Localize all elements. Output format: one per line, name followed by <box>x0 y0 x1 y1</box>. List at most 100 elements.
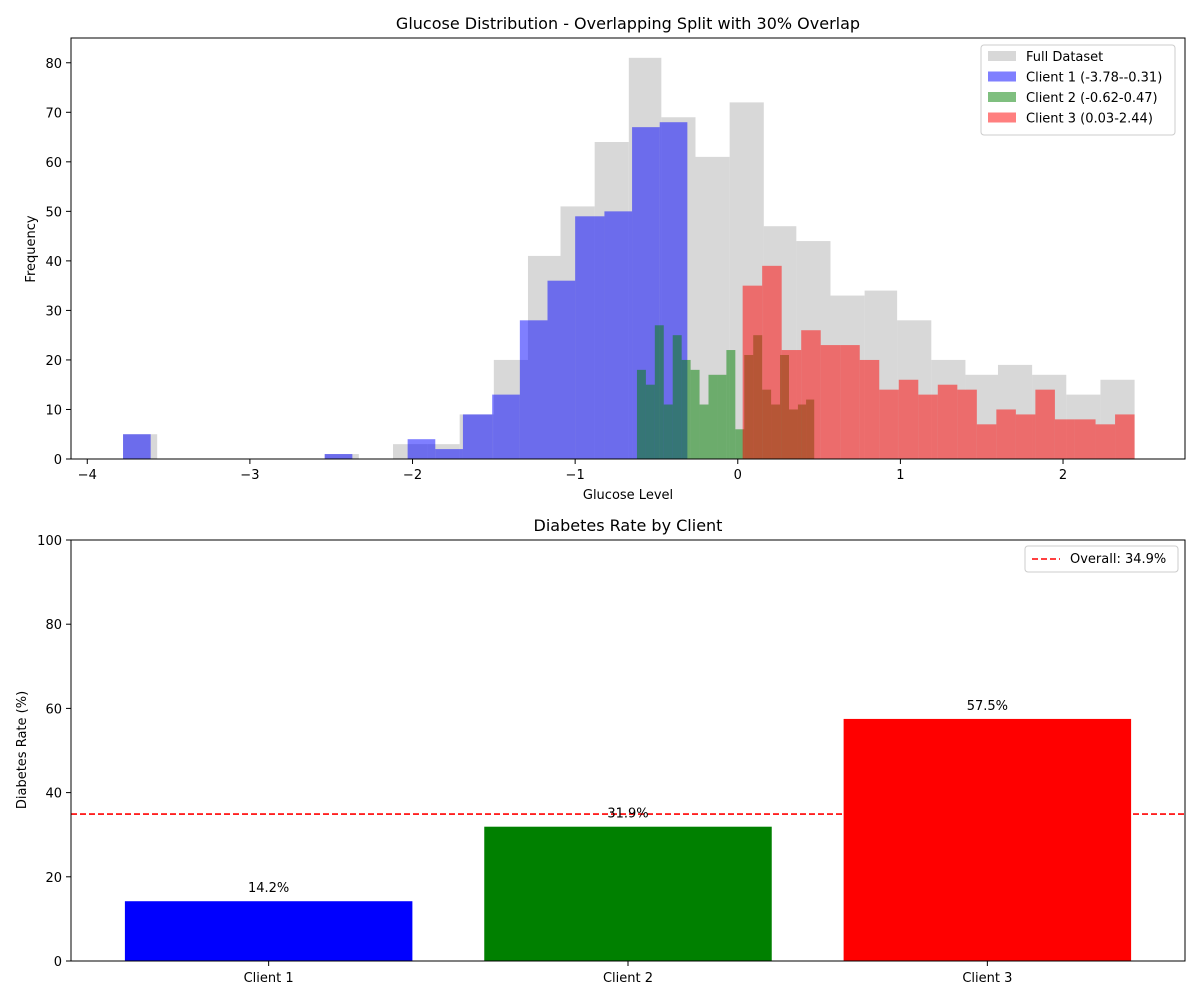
bar-chart-x-ticks: Client 1 Client 2 Client 3 <box>244 961 1012 986</box>
histogram-legend-label: Client 1 (-3.78--0.31) <box>1026 71 1162 86</box>
histogram-bar <box>462 414 493 459</box>
histogram-y-tick-label: 60 <box>45 156 62 171</box>
histogram-bar <box>957 389 977 459</box>
histogram-bar <box>407 439 436 459</box>
histogram-bar <box>1015 414 1036 459</box>
histogram-bar <box>726 350 736 459</box>
histogram-bar <box>681 359 691 459</box>
bar-value-label: 14.2% <box>248 881 289 896</box>
bar-chart-legend: Overall: 34.9% <box>1024 545 1179 573</box>
histogram-bar <box>492 394 520 459</box>
histogram-legend-swatch <box>988 112 1016 123</box>
histogram-bar <box>918 394 938 459</box>
histogram-x-tick-label: −2 <box>403 468 422 483</box>
histogram-bar <box>708 374 718 459</box>
histogram-y-tick-label: 10 <box>45 403 62 418</box>
histogram-bar <box>547 280 576 459</box>
histogram-bar <box>1035 389 1055 459</box>
histogram-legend-label: Client 2 (-0.62-0.47) <box>1026 91 1158 106</box>
histogram-bar <box>1054 419 1075 459</box>
histogram-legend-swatch <box>988 71 1016 82</box>
bar-x-tick-label: Client 3 <box>962 971 1012 986</box>
histogram-x-axis-label: Glucose Level <box>583 488 673 503</box>
bar-chart-title: Diabetes Rate by Client <box>534 516 723 535</box>
histogram-series-3 <box>742 265 1135 459</box>
histogram-bar <box>1074 419 1096 459</box>
bar-chart-y-axis-label: Diabetes Rate (%) <box>15 691 30 809</box>
histogram-bars <box>123 57 1135 459</box>
histogram-bar <box>976 424 997 459</box>
histogram-bar <box>820 345 841 459</box>
histogram-y-tick-label: 20 <box>45 354 62 369</box>
bar-3 <box>843 718 1132 961</box>
histogram-bar <box>663 404 673 459</box>
histogram-y-tick-label: 30 <box>45 304 62 319</box>
histogram-bar <box>123 434 151 459</box>
histogram-bar <box>937 384 958 459</box>
histogram-bar <box>781 350 802 459</box>
histogram-bar <box>519 320 548 459</box>
histogram-bar <box>575 216 605 459</box>
histogram-bar <box>840 345 860 459</box>
bar-x-tick-label: Client 1 <box>244 971 294 986</box>
bar-value-label: 57.5% <box>967 699 1008 714</box>
bar-y-tick-label: 100 <box>37 534 62 549</box>
histogram-bar <box>1115 414 1135 459</box>
histogram-x-ticks: −4 −3 −2 −1 0 1 2 <box>78 459 1067 483</box>
histogram-bar <box>672 335 682 459</box>
histogram-y-axis-label: Frequency <box>24 215 39 282</box>
histogram-bar <box>801 330 821 459</box>
histogram-bar <box>898 379 919 459</box>
histogram-legend-box <box>980 44 1176 136</box>
histogram-y-ticks: 0 10 20 30 40 50 60 70 80 <box>45 57 71 468</box>
histogram-y-tick-label: 0 <box>54 453 62 468</box>
histogram-x-tick-label: 2 <box>1059 468 1067 483</box>
histogram-bar <box>699 404 709 459</box>
histogram-bar <box>879 389 899 459</box>
histogram-bar <box>690 369 700 459</box>
histogram-legend-swatch <box>988 92 1016 102</box>
histogram-bar <box>324 454 353 459</box>
histogram-legend-label: Client 3 (0.03-2.44) <box>1026 112 1153 127</box>
histogram-y-tick-label: 70 <box>45 106 62 121</box>
histogram-y-tick-label: 80 <box>45 57 62 72</box>
bar-legend-label: Overall: 34.9% <box>1070 552 1166 567</box>
histogram-x-tick-label: −1 <box>566 468 585 483</box>
histogram-bar <box>645 384 655 459</box>
histogram-bar <box>859 359 880 459</box>
histogram-legend-swatch <box>988 51 1016 61</box>
bar-y-tick-label: 40 <box>45 787 62 802</box>
histogram-bar <box>1095 424 1116 459</box>
histogram-bar <box>735 429 745 459</box>
histogram-title: Glucose Distribution - Overlapping Split… <box>396 14 860 33</box>
histogram-x-tick-label: −3 <box>240 468 259 483</box>
histogram-bar <box>654 325 664 459</box>
histogram-x-tick-label: 1 <box>896 468 904 483</box>
bar-legend-box <box>1024 545 1179 573</box>
histogram-y-tick-label: 50 <box>45 205 62 220</box>
bar-2 <box>484 826 772 961</box>
bar-1 <box>124 901 413 961</box>
histogram-bar <box>604 211 633 459</box>
bar-value-label: 31.9% <box>607 807 648 822</box>
histogram-bar <box>742 285 763 459</box>
histogram-bar <box>717 374 727 459</box>
bar-chart-bars <box>124 718 1132 961</box>
bar-y-tick-label: 80 <box>45 618 62 633</box>
diabetes-rate-bar-chart: Diabetes Rate by Client 14.2%31.9%57.5% … <box>15 516 1186 986</box>
bar-y-tick-label: 20 <box>45 871 62 886</box>
histogram-bar <box>636 369 646 459</box>
bar-y-tick-label: 60 <box>45 702 62 717</box>
glucose-histogram-chart: Glucose Distribution - Overlapping Split… <box>24 14 1186 503</box>
bar-value-labels: 14.2% 31.9% 57.5% <box>248 699 1008 896</box>
bar-chart-y-ticks: 0 20 40 60 80 100 <box>37 534 71 970</box>
histogram-bar <box>435 449 463 459</box>
histogram-axes-frame <box>70 37 1186 460</box>
bar-x-tick-label: Client 2 <box>603 971 653 986</box>
bar-y-tick-label: 0 <box>54 955 62 970</box>
histogram-y-tick-label: 40 <box>45 255 62 270</box>
histogram-x-tick-label: −4 <box>78 468 97 483</box>
histogram-bar <box>996 409 1016 459</box>
histogram-legend-label: Full Dataset <box>1026 50 1103 65</box>
